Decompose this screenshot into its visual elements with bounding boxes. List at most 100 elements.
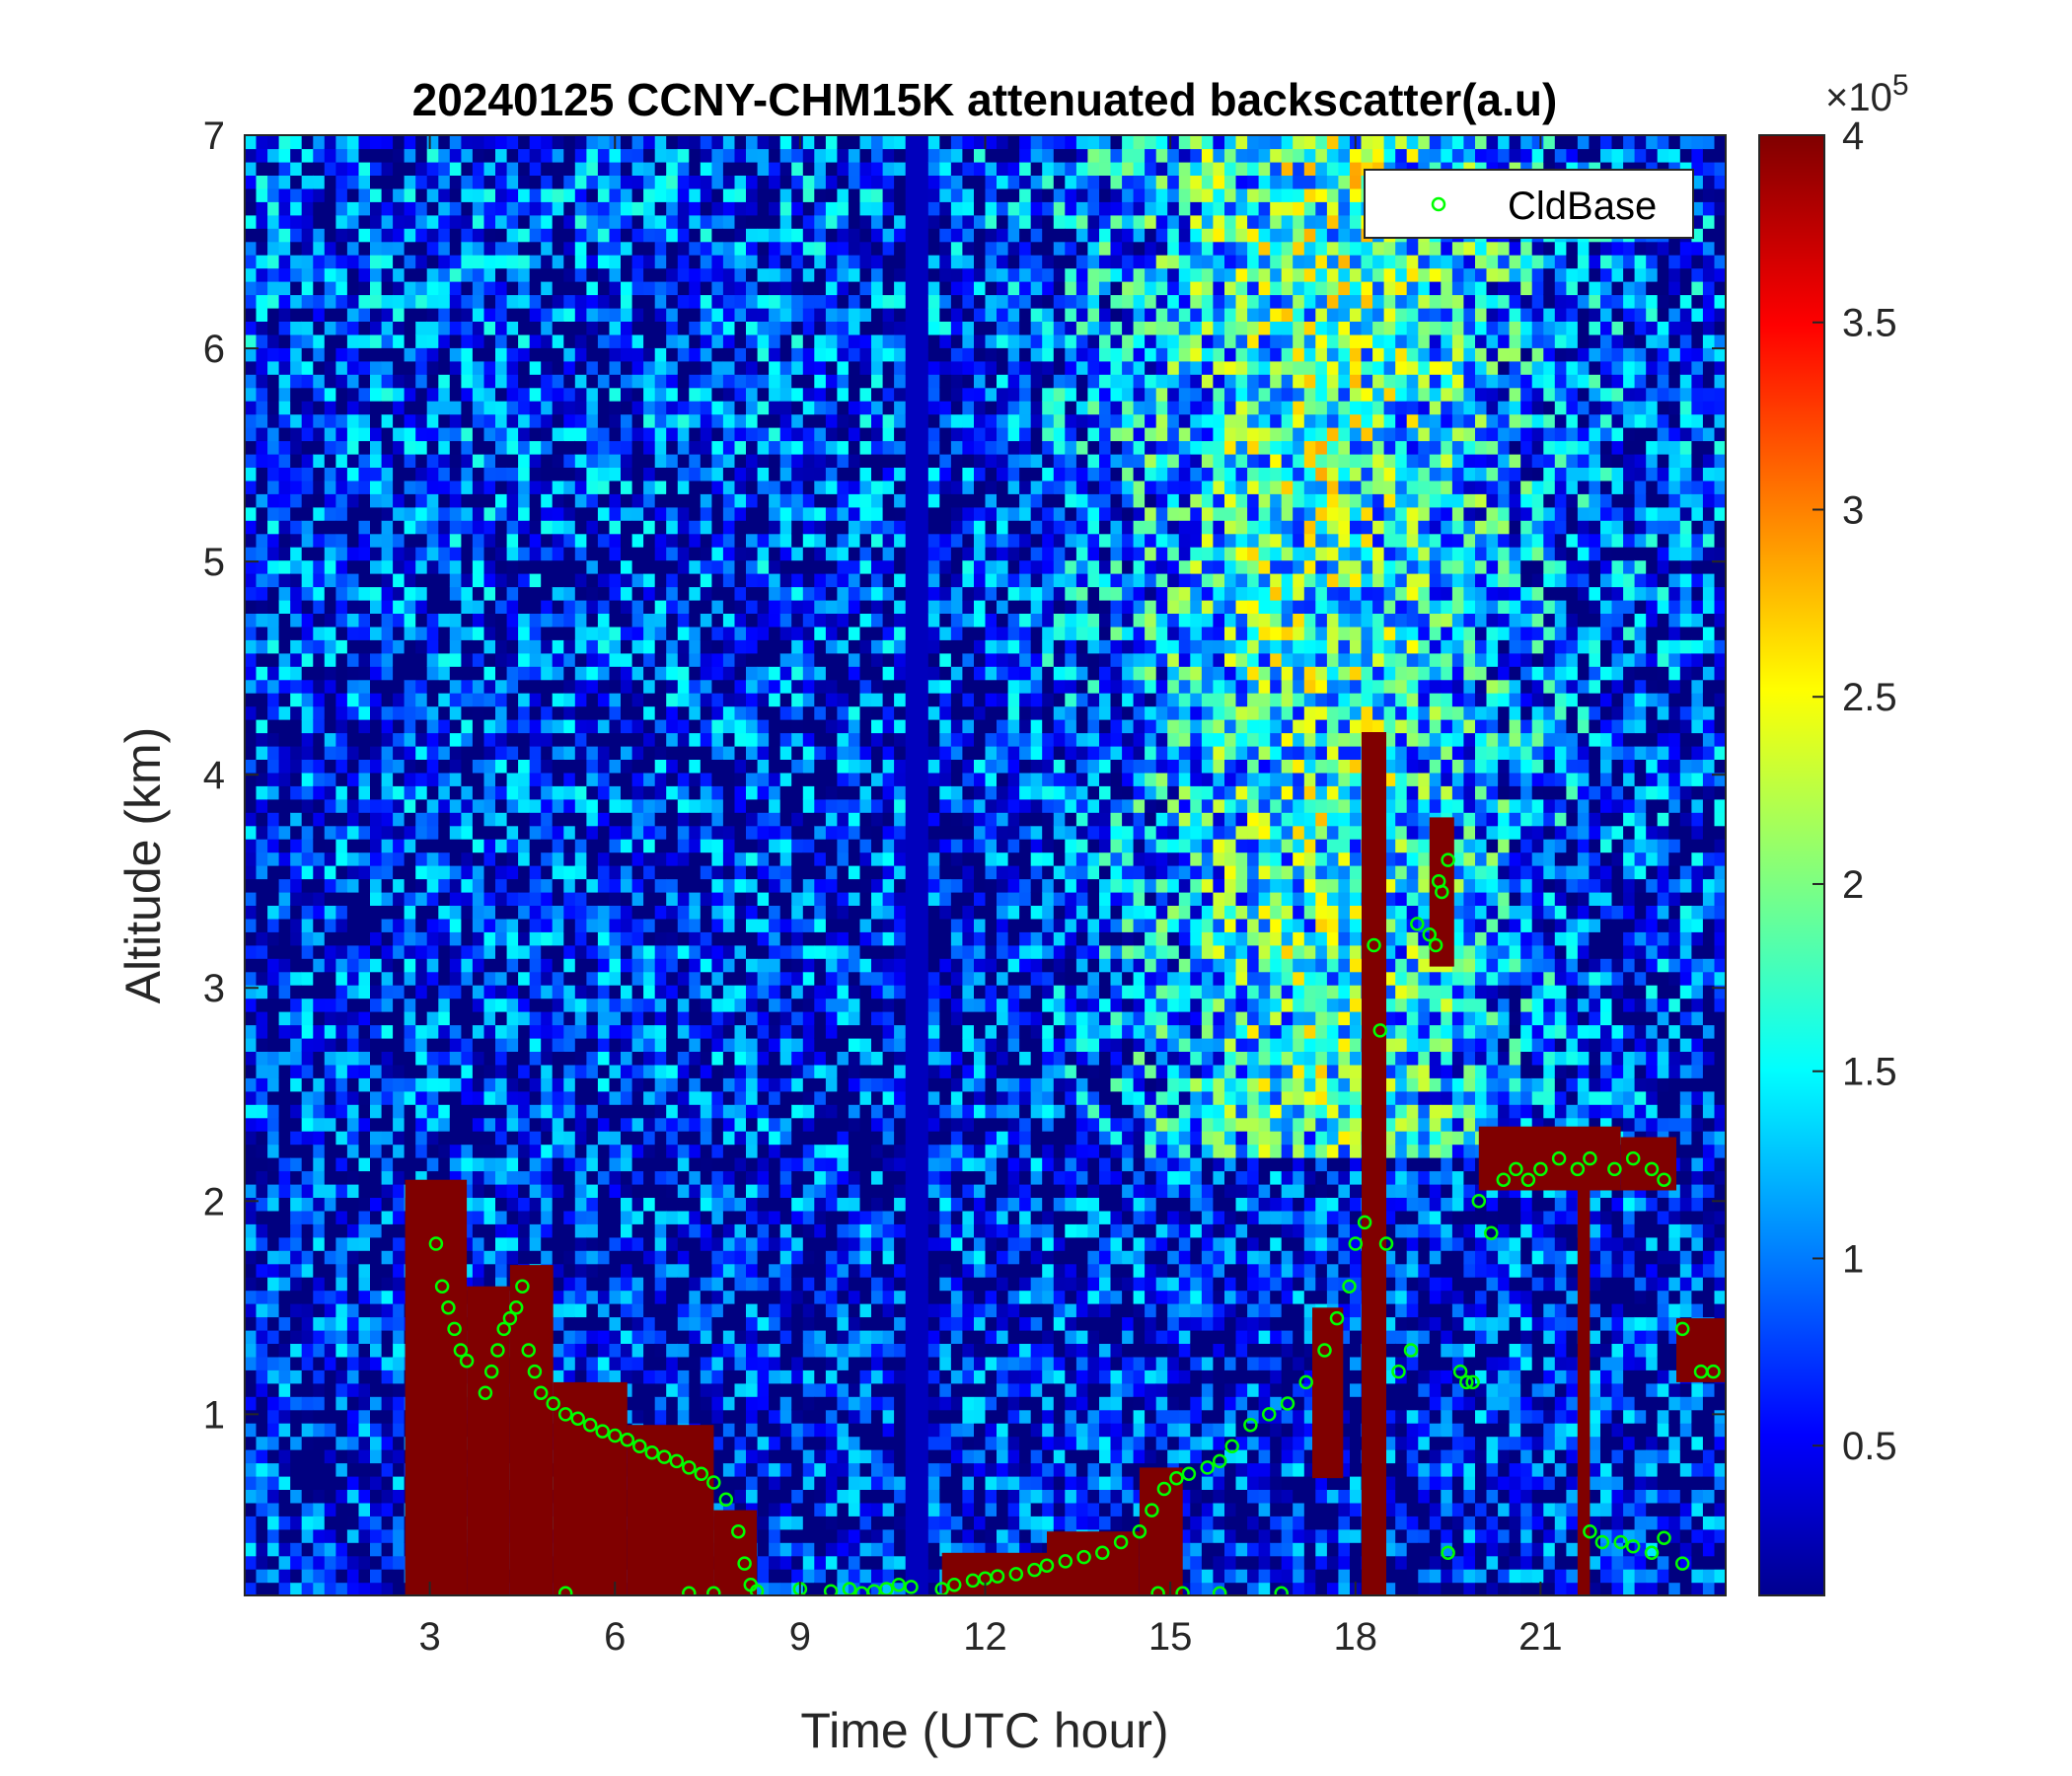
heatmap-cell <box>495 599 508 614</box>
heatmap-cell <box>393 1064 406 1078</box>
heatmap-cell <box>518 440 531 455</box>
heatmap-cell <box>324 1343 336 1358</box>
heatmap-cell <box>267 865 280 880</box>
heatmap-cell <box>438 839 451 853</box>
heatmap-cell <box>461 1024 474 1039</box>
heatmap-cell <box>461 135 474 150</box>
heatmap-cell <box>631 360 644 375</box>
heatmap-cell <box>689 878 702 893</box>
heatmap-cell <box>654 1011 667 1026</box>
heatmap-cell <box>643 998 656 1012</box>
heatmap-cell <box>370 998 383 1012</box>
heatmap-cell <box>290 1024 303 1039</box>
heatmap-cell <box>278 1569 291 1584</box>
heatmap-cell <box>518 1104 531 1119</box>
heatmap-cell <box>335 1343 348 1358</box>
heatmap-cell <box>746 281 759 296</box>
heatmap-cell <box>746 1277 759 1292</box>
heatmap-cell <box>358 1090 371 1105</box>
heatmap-cell <box>574 135 587 150</box>
heatmap-cell <box>563 1011 576 1026</box>
heatmap-cell <box>461 241 474 256</box>
heatmap-cell <box>245 732 258 747</box>
heatmap-cell <box>449 467 462 481</box>
heatmap-cell <box>483 613 496 628</box>
heatmap-cell <box>586 135 599 150</box>
heatmap-cell <box>267 599 280 614</box>
heatmap-cell <box>426 214 439 229</box>
heatmap-cell <box>290 1104 303 1119</box>
heatmap-cell <box>495 626 508 640</box>
heatmap-cell <box>677 453 690 468</box>
heatmap-cell <box>643 586 656 601</box>
heatmap-cell <box>541 148 554 163</box>
heatmap-cell <box>461 401 474 415</box>
heatmap-cell <box>324 785 336 800</box>
heatmap-cell <box>301 1037 314 1052</box>
heatmap-cell <box>757 1569 770 1584</box>
heatmap-cell <box>267 294 280 309</box>
heatmap-cell <box>461 971 474 986</box>
heatmap-cell <box>346 148 359 163</box>
heatmap-cell <box>621 1051 633 1066</box>
heatmap-cell <box>324 652 336 667</box>
heatmap-cell <box>245 1170 258 1185</box>
heatmap-cell <box>597 1077 610 1092</box>
heatmap-cell <box>313 467 326 481</box>
heatmap-cell <box>654 666 667 681</box>
heatmap-cell <box>746 148 759 163</box>
heatmap-cell <box>597 785 610 800</box>
heatmap-cell <box>415 255 428 269</box>
heatmap-cell <box>267 1290 280 1304</box>
heatmap-cell <box>541 1157 554 1172</box>
heatmap-cell <box>574 971 587 986</box>
heatmap-cell <box>483 1051 496 1066</box>
heatmap-cell <box>256 294 268 309</box>
heatmap-cell <box>245 440 258 455</box>
heatmap-cell <box>518 255 531 269</box>
heatmap-cell <box>563 693 576 707</box>
heatmap-cell <box>621 679 633 694</box>
heatmap-cell <box>586 440 599 455</box>
heatmap-cell <box>483 1157 496 1172</box>
heatmap-cell <box>438 493 451 508</box>
heatmap-cell <box>370 1316 383 1331</box>
heatmap-cell <box>335 693 348 707</box>
heatmap-cell <box>324 825 336 840</box>
heatmap-cell <box>563 998 576 1012</box>
heatmap-cell <box>563 839 576 853</box>
heatmap-cell <box>666 1037 679 1052</box>
heatmap-cell <box>574 413 587 428</box>
heatmap-cell <box>278 573 291 588</box>
heatmap-cell <box>529 480 542 494</box>
heatmap-cell <box>722 705 735 720</box>
heatmap-cell <box>541 613 554 628</box>
heatmap-cell <box>313 745 326 760</box>
heatmap-cell <box>381 241 394 256</box>
heatmap-cell <box>346 387 359 402</box>
heatmap-cell <box>722 998 735 1012</box>
heatmap-cell <box>290 294 303 309</box>
heatmap-cell <box>574 772 587 786</box>
heatmap-cell <box>609 467 622 481</box>
heatmap-cell <box>415 148 428 163</box>
heatmap-cell <box>256 307 268 322</box>
heatmap-cell <box>621 161 633 176</box>
heatmap-cell <box>245 865 258 880</box>
heatmap-cell <box>597 1011 610 1026</box>
heatmap-cell <box>245 387 258 402</box>
heatmap-cell <box>722 493 735 508</box>
heatmap-cell <box>393 533 406 548</box>
heatmap-cell <box>574 1090 587 1105</box>
heatmap-cell <box>574 944 587 959</box>
heatmap-cell <box>506 1223 519 1238</box>
heatmap-cell <box>370 427 383 442</box>
heatmap-cell <box>358 652 371 667</box>
heatmap-cell <box>541 187 554 202</box>
heatmap-cell <box>711 440 724 455</box>
heatmap-cell <box>711 1223 724 1238</box>
heatmap-cell <box>722 1475 735 1490</box>
heatmap-cell <box>621 440 633 455</box>
heatmap-cell <box>654 1051 667 1066</box>
heatmap-cell <box>267 1462 280 1477</box>
